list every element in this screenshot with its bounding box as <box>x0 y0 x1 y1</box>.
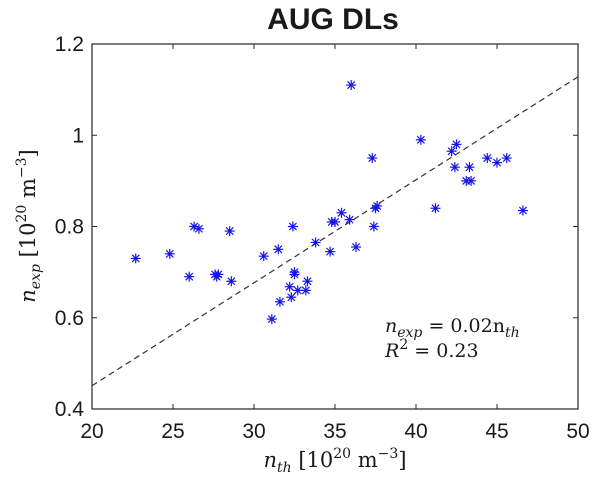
y-tick-label: 0.6 <box>55 307 84 330</box>
x-tick-label: 40 <box>404 420 427 443</box>
data-point <box>213 269 224 280</box>
data-point <box>286 292 297 303</box>
data-point <box>224 226 235 237</box>
chart-title: AUG DLs <box>267 3 399 36</box>
x-tick-label: 35 <box>323 420 346 443</box>
data-point <box>325 246 336 257</box>
x-tick-label: 50 <box>566 420 589 443</box>
data-point <box>449 162 460 173</box>
y-axis-label: nexp [1020 m−3] <box>14 149 44 303</box>
data-point <box>517 205 528 216</box>
axis-ticks <box>91 43 579 410</box>
data-point <box>330 216 340 227</box>
fit-line <box>91 76 579 387</box>
y-tick-label: 0.8 <box>55 216 84 239</box>
data-point <box>336 207 347 218</box>
data-point <box>184 271 195 282</box>
data-point <box>372 200 383 211</box>
data-point <box>367 153 378 164</box>
data-point <box>193 223 204 234</box>
data-point <box>302 276 313 287</box>
x-axis-label: nth [1020 m−3] <box>263 446 406 476</box>
data-point <box>430 203 441 214</box>
data-point <box>368 221 379 232</box>
data-point <box>164 248 175 259</box>
x-tick-labels: 20 25 30 35 40 45 50 <box>80 420 589 443</box>
data-point <box>258 251 269 262</box>
data-point <box>266 314 277 325</box>
data-point <box>482 153 493 164</box>
data-point <box>273 244 284 255</box>
data-point <box>289 269 300 280</box>
y-tick-label: 0.4 <box>55 398 85 421</box>
data-point <box>130 253 141 264</box>
data-point <box>501 153 512 164</box>
data-point <box>344 214 355 225</box>
data-point <box>274 296 285 307</box>
data-point <box>292 285 303 296</box>
data-point <box>284 281 295 292</box>
data-point <box>351 242 362 253</box>
fit-equation: nexp = 0.02nth <box>385 315 520 341</box>
data-point <box>287 221 298 232</box>
data-point <box>464 162 475 173</box>
r-squared-label: R2 = 0.23 <box>384 337 479 362</box>
x-tick-label: 30 <box>242 420 265 443</box>
data-point <box>310 237 321 248</box>
data-point <box>226 276 237 287</box>
data-point <box>466 175 477 186</box>
data-point <box>346 80 357 91</box>
data-points <box>130 80 528 325</box>
data-point <box>446 146 457 157</box>
x-tick-label: 20 <box>80 420 103 443</box>
x-tick-label: 25 <box>161 420 184 443</box>
y-tick-label: 1.2 <box>55 33 84 56</box>
data-point <box>492 157 502 168</box>
data-point <box>451 139 462 150</box>
data-point <box>415 134 426 145</box>
y-tick-label: 1 <box>72 124 84 147</box>
data-point <box>300 285 311 296</box>
x-tick-label: 45 <box>485 420 508 443</box>
y-tick-labels: 0.4 0.6 0.8 1 1.2 <box>55 33 85 421</box>
